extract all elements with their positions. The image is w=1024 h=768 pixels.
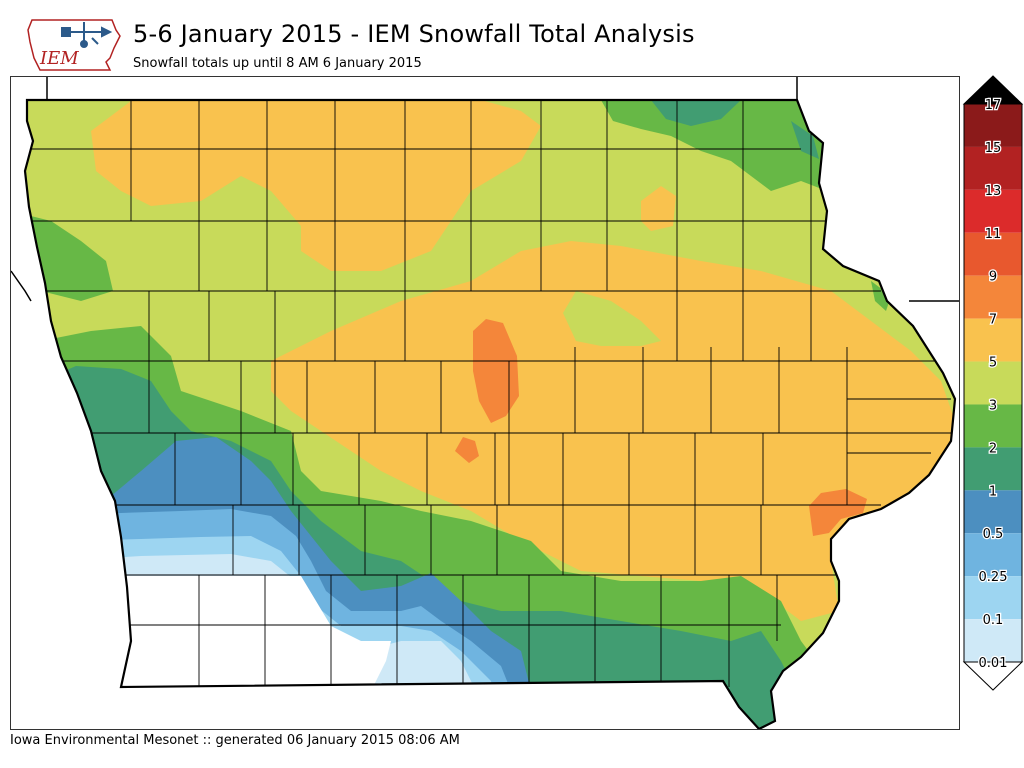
legend-swatch bbox=[964, 275, 1022, 319]
legend-label: 11 bbox=[985, 227, 1002, 242]
legend-label: 0.1 bbox=[983, 613, 1004, 628]
legend-swatch bbox=[964, 318, 1022, 362]
legend-swatch bbox=[964, 404, 1022, 448]
legend-label: 15 bbox=[985, 141, 1002, 156]
legend-label: 3 bbox=[989, 398, 997, 413]
legend-label: 7 bbox=[989, 313, 997, 328]
legend-swatch bbox=[964, 104, 1022, 147]
legend-swatch bbox=[964, 361, 1022, 405]
neighbor-state-lines bbox=[11, 77, 959, 302]
legend-label: 13 bbox=[985, 184, 1002, 199]
county-lines bbox=[25, 100, 951, 687]
legend-label: 17 bbox=[985, 98, 1002, 113]
legend-swatch bbox=[964, 576, 1022, 620]
snowfall-legend: 17 15 13 11 9 7 5 3 2 1 0.5 0.25 0.1 0.01 bbox=[958, 70, 1024, 698]
iem-logo: IEM bbox=[26, 14, 122, 76]
legend-label: 0.25 bbox=[979, 570, 1008, 585]
legend-swatch bbox=[964, 619, 1022, 662]
legend-label: 9 bbox=[989, 270, 997, 285]
legend-swatch bbox=[964, 533, 1022, 577]
legend-label: 5 bbox=[989, 356, 997, 371]
snowfall-map bbox=[10, 76, 960, 730]
legend-swatch bbox=[964, 490, 1022, 534]
legend-label: 0.5 bbox=[983, 527, 1004, 542]
legend-swatch bbox=[964, 189, 1022, 233]
snowfall-contours bbox=[25, 100, 955, 729]
map-title: 5-6 January 2015 - IEM Snowfall Total An… bbox=[133, 20, 695, 48]
legend-swatch bbox=[964, 146, 1022, 190]
generated-footer: Iowa Environmental Mesonet :: generated … bbox=[10, 733, 460, 748]
legend-label: 0.01 bbox=[979, 656, 1008, 671]
weather-vane-icon bbox=[61, 22, 113, 48]
map-subtitle: Snowfall totals up until 8 AM 6 January … bbox=[133, 56, 422, 71]
legend-swatch bbox=[964, 232, 1022, 276]
legend-label: 2 bbox=[989, 441, 997, 456]
logo-text: IEM bbox=[39, 48, 79, 69]
legend-swatch bbox=[964, 447, 1022, 491]
legend-label: 1 bbox=[989, 484, 997, 499]
